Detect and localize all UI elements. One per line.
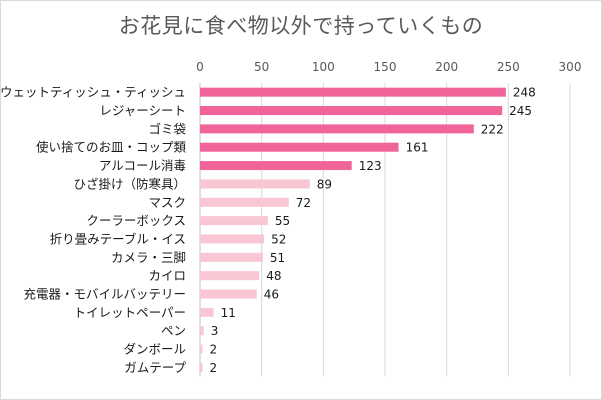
value-labels: 248 245 222 161 123 89 72 55 52 51 48 46 113 2 2 xyxy=(209,86,535,375)
category-label: マスク xyxy=(148,195,186,210)
bar xyxy=(200,271,260,281)
value-label: 123 xyxy=(359,159,382,173)
x-tick-label: 150 xyxy=(374,60,397,74)
category-label: ウェットティッシュ・ティッシュ xyxy=(0,85,186,100)
value-label: 11 xyxy=(221,306,236,320)
x-tick-label: 250 xyxy=(497,60,520,74)
bar xyxy=(200,216,268,226)
x-tick-label: 300 xyxy=(559,60,582,74)
bar xyxy=(200,252,263,262)
value-label: 2 xyxy=(209,343,217,357)
category-label: 折り畳みテーブル・イス xyxy=(50,231,186,246)
bar xyxy=(200,289,257,299)
value-label: 72 xyxy=(296,196,311,210)
value-label: 89 xyxy=(317,177,332,191)
bar xyxy=(200,106,503,116)
category-labels: ウェットティッシュ・ティッシュレジャーシートゴミ袋使い捨てのお皿・コップ類アルコ… xyxy=(0,85,186,375)
category-label: ゴミ袋 xyxy=(148,121,186,136)
x-tick-label: 100 xyxy=(312,60,335,74)
category-label: ダンボール xyxy=(123,342,186,357)
category-label: カメラ・三脚 xyxy=(111,250,186,265)
bar xyxy=(200,179,310,189)
bar xyxy=(200,161,352,171)
category-label: 使い捨てのお皿・コップ類 xyxy=(36,140,187,155)
x-tick-label: 200 xyxy=(435,60,458,74)
value-label: 222 xyxy=(481,122,504,136)
bar xyxy=(200,362,203,372)
x-tick-label: 50 xyxy=(254,60,269,74)
x-tick-label: 0 xyxy=(196,60,204,74)
value-label: 48 xyxy=(266,269,281,283)
value-label: 51 xyxy=(270,251,285,265)
value-label: 46 xyxy=(264,288,279,302)
bar xyxy=(200,142,399,152)
bar xyxy=(200,124,474,134)
bar xyxy=(200,197,289,207)
category-label: レジャーシート xyxy=(99,103,186,118)
value-label: 245 xyxy=(509,104,532,118)
category-label: ペン xyxy=(161,323,186,338)
bar xyxy=(200,307,214,317)
value-label: 52 xyxy=(271,232,286,246)
bar xyxy=(200,344,203,354)
category-label: ガムテープ xyxy=(124,360,186,375)
category-label: 充電器・モバイルバッテリー xyxy=(23,287,186,302)
value-label: 55 xyxy=(275,214,290,228)
bar xyxy=(200,234,265,244)
bars xyxy=(200,87,506,372)
category-label: クーラーボックス xyxy=(86,213,186,228)
bar xyxy=(200,87,506,97)
value-label: 2 xyxy=(209,361,217,375)
value-label: 161 xyxy=(406,141,429,155)
category-label: カイロ xyxy=(148,268,186,283)
x-tick-labels: 0 50 100 150 200 250 300 xyxy=(196,60,581,74)
category-label: ひざ掛け（防寒具） xyxy=(73,176,186,191)
category-label: アルコール消毒 xyxy=(99,158,186,173)
value-label: 248 xyxy=(513,86,536,100)
value-label: 3 xyxy=(211,324,219,338)
chart-title: お花見に食べ物以外で持っていくもの xyxy=(118,14,484,38)
bar xyxy=(200,326,204,336)
category-label: トイレットペーパー xyxy=(74,305,186,320)
